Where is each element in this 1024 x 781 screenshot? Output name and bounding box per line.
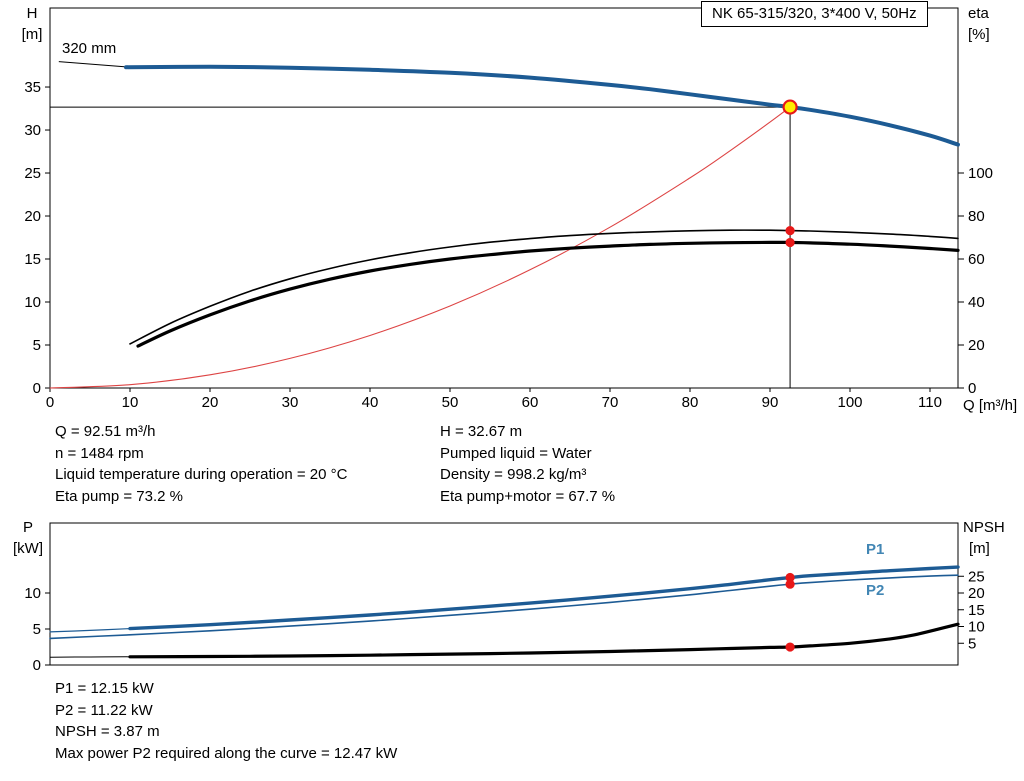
info-eta-pump: Eta pump = 73.2 % [55, 488, 183, 506]
x-tick-label: 80 [682, 394, 699, 411]
system-curve [49, 106, 791, 389]
p1-curve-label: P1 [866, 541, 885, 558]
x-tick-label: 60 [522, 394, 539, 411]
eta-axis-title: eta [%] [968, 3, 1020, 45]
y-left-tick-label: 10 [24, 585, 41, 602]
y-left-tick-label: 5 [33, 337, 41, 354]
x-tick-label: 90 [762, 394, 779, 411]
p2-curve-label: P2 [866, 582, 885, 599]
eta-axis-unit: [%] [968, 26, 990, 43]
y-right-tick-label: 10 [968, 619, 985, 636]
impeller-leader-line [58, 61, 127, 68]
duty-result-dot [785, 237, 795, 248]
duty-result-dot [785, 642, 795, 652]
p1-low-curve [49, 628, 131, 633]
x-tick-label: 100 [837, 394, 862, 411]
x-tick-label: 70 [602, 394, 619, 411]
p2-curve [49, 574, 959, 640]
x-tick-label: 10 [122, 394, 139, 411]
y-right-tick-label: 40 [968, 294, 985, 311]
npsh-axis-title: NPSH [m] [963, 517, 1019, 559]
hq-curve [124, 64, 960, 147]
hq-eta-chart-frame [49, 7, 959, 389]
info-p2: P2 = 11.22 kW [55, 701, 153, 719]
operating-data-left: Q = 92.51 m³/h n = 1484 rpm Liquid tempe… [55, 421, 347, 508]
info-speed: n = 1484 rpm [55, 444, 144, 462]
p-axis-symbol: P [22, 519, 33, 536]
y-right-tick-label: 60 [968, 251, 985, 268]
duty-result-dot [785, 572, 795, 583]
y-right-tick-label: 5 [968, 635, 976, 652]
p-axis-unit: [kW] [13, 540, 43, 557]
x-tick-label: 40 [362, 394, 379, 411]
info-liquid-temperature: Liquid temperature during operation = 20… [55, 466, 348, 484]
info-flow: Q = 92.51 m³/h [55, 423, 156, 440]
npsh-curve [128, 622, 960, 659]
y-right-tick-label: 100 [968, 165, 993, 182]
info-p1: P1 = 12.15 kW [55, 680, 154, 697]
y-left-tick-label: 15 [24, 251, 41, 268]
info-max-power: Max power P2 required along the curve = … [55, 745, 398, 763]
npsh-axis-unit: [m] [969, 540, 990, 557]
p1-curve [128, 565, 960, 631]
y-right-tick-label: 0 [968, 380, 976, 397]
info-head: H = 32.67 m [440, 423, 523, 440]
y-left-tick-label: 5 [33, 621, 41, 638]
h-axis-symbol: H [26, 5, 38, 22]
h-axis-title: H [m] [14, 3, 50, 45]
npsh-axis-symbol: NPSH [963, 519, 1005, 536]
y-left-tick-label: 25 [24, 165, 41, 182]
y-left-tick-label: 0 [33, 657, 41, 674]
y-left-tick-label: 35 [24, 79, 41, 96]
y-right-tick-label: 15 [968, 602, 985, 619]
eta-pump-motor-curve [136, 240, 960, 348]
y-right-tick-label: 20 [968, 337, 985, 354]
operating-data-right: H = 32.67 m Pumped liquid = Water Densit… [440, 421, 615, 508]
info-eta-pump-motor: Eta pump+motor = 67.7 % [440, 488, 616, 506]
duty-result-dot [785, 226, 795, 236]
power-data-block: P1 = 12.15 kW P2 = 11.22 kW NPSH = 3.87 … [55, 678, 397, 765]
eta-pump-curve [129, 229, 959, 345]
h-axis-unit: [m] [21, 26, 43, 43]
duty-result-dot [785, 579, 795, 589]
y-right-tick-label: 80 [968, 208, 985, 225]
info-density: Density = 998.2 kg/m³ [440, 466, 587, 484]
y-right-tick-label: 20 [968, 585, 985, 602]
impeller-diameter-label: 320 mm [62, 40, 117, 57]
pump-title-box: NK 65-315/320, 3*400 V, 50Hz [701, 1, 928, 27]
x-tick-label: 30 [282, 394, 299, 411]
q-axis-title: Q [m³/h] [963, 397, 1018, 414]
power-npsh-chart-frame [49, 522, 959, 666]
x-tick-label: 50 [442, 394, 459, 411]
y-left-tick-label: 20 [24, 208, 41, 225]
x-tick-label: 110 [918, 394, 942, 411]
eta-axis-symbol: eta [968, 5, 989, 22]
x-tick-label: 0 [46, 394, 54, 411]
y-left-tick-label: 10 [24, 294, 41, 311]
y-left-tick-label: 0 [33, 380, 41, 397]
info-npsh: NPSH = 3.87 m [55, 723, 160, 741]
info-pumped-liquid: Pumped liquid = Water [440, 444, 592, 462]
duty-point-marker[interactable] [782, 99, 798, 115]
x-tick-label: 20 [202, 394, 219, 411]
p-axis-title: P [kW] [8, 517, 48, 559]
y-right-tick-label: 25 [968, 568, 985, 585]
y-left-tick-label: 30 [24, 122, 41, 139]
